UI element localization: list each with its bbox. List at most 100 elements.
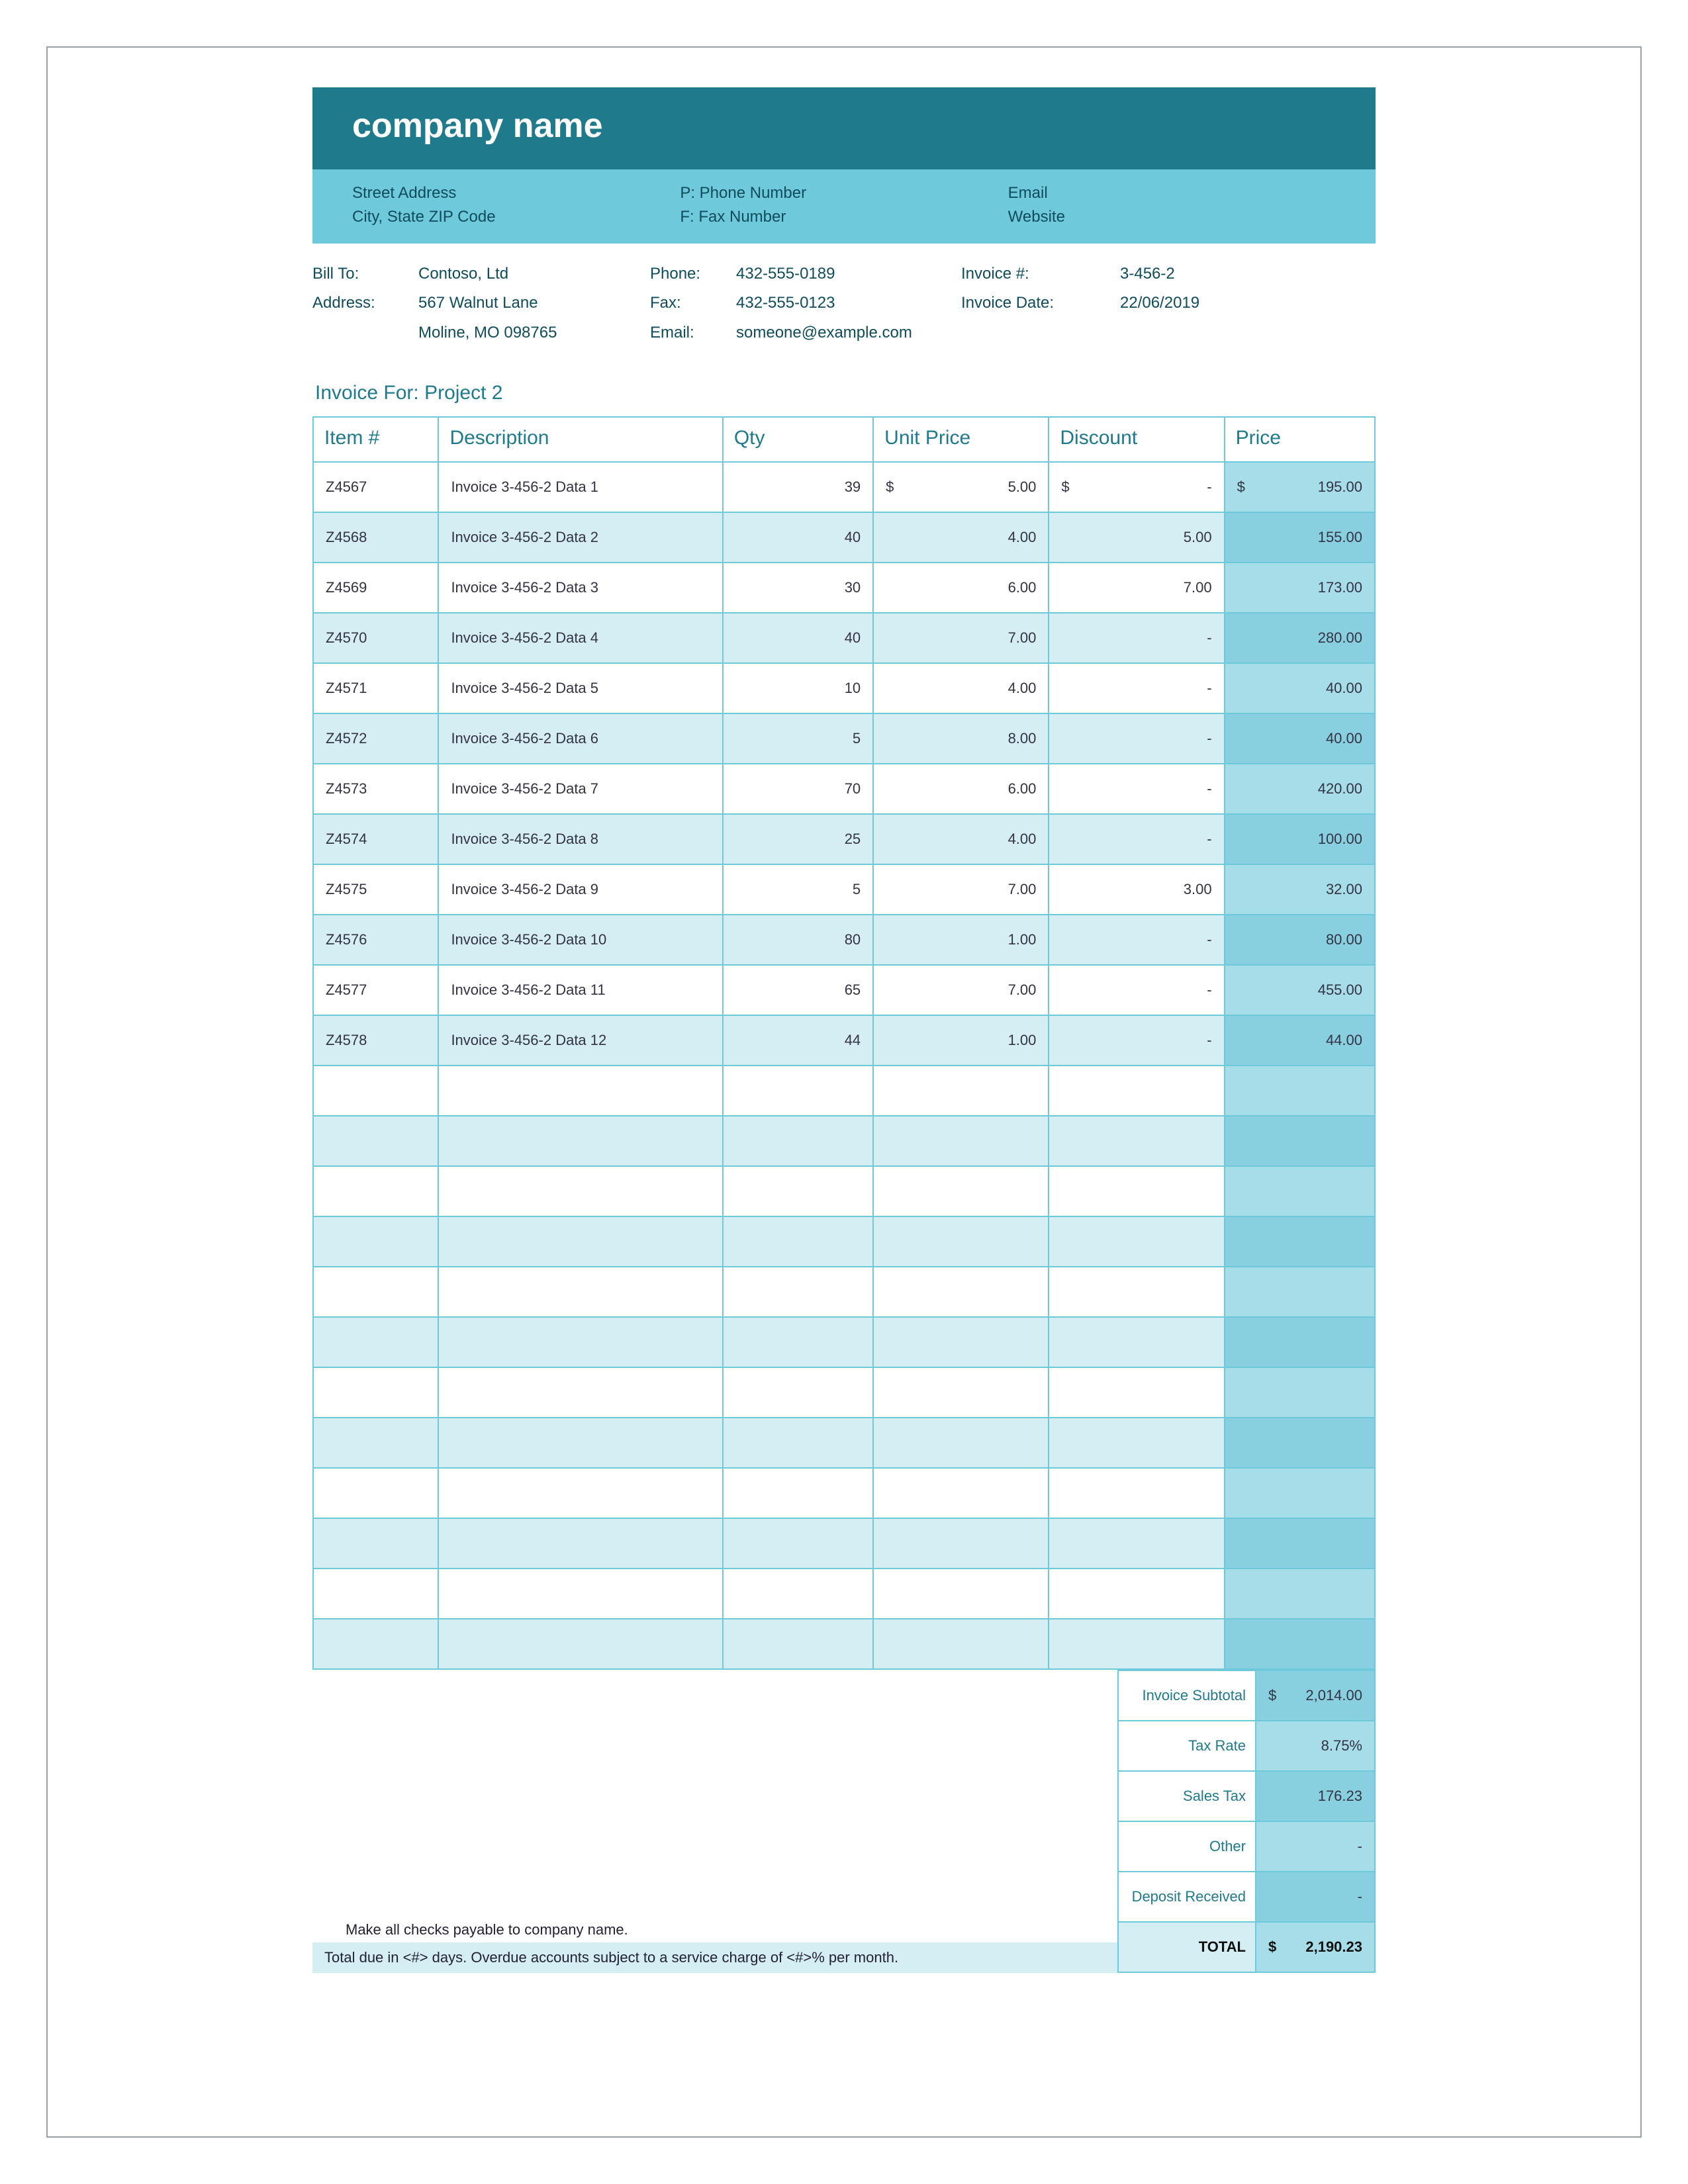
cell-description: Invoice 3-456-2 Data 12 — [438, 1015, 722, 1066]
cell-qty: 44 — [723, 1015, 873, 1066]
customer-addr1: 567 Walnut Lane — [418, 289, 650, 318]
table-row-empty — [313, 1569, 1375, 1619]
cell-item: Z4568 — [313, 512, 438, 563]
customer-email: someone@example.com — [736, 318, 961, 347]
summary-table: Invoice Subtotal $2,014.00 Tax Rate 8.75… — [1117, 1670, 1376, 1973]
taxrate-label: Tax Rate — [1118, 1721, 1256, 1771]
subtotal-label: Invoice Subtotal — [1118, 1670, 1256, 1721]
cell-unit-price: $5.00 — [873, 462, 1049, 512]
bill-to-block: Bill To: Contoso, Ltd Phone: 432-555-018… — [312, 244, 1376, 354]
cell-discount: $- — [1049, 462, 1224, 512]
invoice-date: 22/06/2019 — [1120, 289, 1376, 318]
customer-addr2: Moline, MO 098765 — [418, 318, 650, 347]
billto-label: Bill To: — [312, 259, 418, 289]
company-city-zip: City, State ZIP Code — [352, 205, 680, 229]
cell-discount: - — [1049, 915, 1224, 965]
cell-discount: - — [1049, 965, 1224, 1015]
footer-notes: Make all checks payable to company name.… — [312, 1921, 1117, 1973]
total-sym: $ — [1268, 1938, 1276, 1956]
salestax-value: 176.23 — [1318, 1788, 1362, 1804]
cell-description: Invoice 3-456-2 Data 4 — [438, 613, 722, 663]
cell-price: 44.00 — [1225, 1015, 1375, 1066]
cell-unit-price: 7.00 — [873, 613, 1049, 663]
invoice-for-value: Project 2 — [424, 382, 502, 404]
cell-unit-price: 4.00 — [873, 663, 1049, 713]
table-row: Z4571Invoice 3-456-2 Data 5104.00-40.00 — [313, 663, 1375, 713]
customer-name: Contoso, Ltd — [418, 259, 650, 289]
other-label: Other — [1118, 1821, 1256, 1872]
cell-price: 100.00 — [1225, 814, 1375, 864]
company-phone: P: Phone Number — [680, 181, 1008, 205]
total-label: TOTAL — [1118, 1922, 1256, 1972]
table-row-empty — [313, 1619, 1375, 1669]
col-discount: Discount — [1049, 417, 1224, 462]
company-email: Email — [1008, 181, 1336, 205]
cell-qty: 30 — [723, 563, 873, 613]
cell-item: Z4576 — [313, 915, 438, 965]
invoice-for-label: Invoice For: — [315, 382, 419, 404]
cell-qty: 5 — [723, 713, 873, 764]
cell-unit-price: 1.00 — [873, 1015, 1049, 1066]
cell-item: Z4574 — [313, 814, 438, 864]
cell-discount: - — [1049, 713, 1224, 764]
col-price: Price — [1225, 417, 1375, 462]
table-row: Z4573Invoice 3-456-2 Data 7706.00-420.00 — [313, 764, 1375, 814]
cell-item: Z4571 — [313, 663, 438, 713]
cell-price: 80.00 — [1225, 915, 1375, 965]
table-row-empty — [313, 1418, 1375, 1468]
cell-price: 155.00 — [1225, 512, 1375, 563]
table-row-empty — [313, 1216, 1375, 1267]
table-row: Z4570Invoice 3-456-2 Data 4407.00-280.00 — [313, 613, 1375, 663]
table-row: Z4567Invoice 3-456-2 Data 139$5.00$-$195… — [313, 462, 1375, 512]
cell-unit-price: 1.00 — [873, 915, 1049, 965]
cell-description: Invoice 3-456-2 Data 8 — [438, 814, 722, 864]
cell-item: Z4567 — [313, 462, 438, 512]
table-row-empty — [313, 1116, 1375, 1166]
cell-qty: 10 — [723, 663, 873, 713]
cell-discount: - — [1049, 663, 1224, 713]
table-row: Z4568Invoice 3-456-2 Data 2404.005.00155… — [313, 512, 1375, 563]
cell-price: 40.00 — [1225, 713, 1375, 764]
cell-price: 280.00 — [1225, 613, 1375, 663]
customer-fax: 432-555-0123 — [736, 289, 961, 318]
cell-description: Invoice 3-456-2 Data 9 — [438, 864, 722, 915]
cell-unit-price: 7.00 — [873, 965, 1049, 1015]
cell-price: $195.00 — [1225, 462, 1375, 512]
col-description: Description — [438, 417, 722, 462]
col-qty: Qty — [723, 417, 873, 462]
cell-item: Z4578 — [313, 1015, 438, 1066]
cell-item: Z4573 — [313, 764, 438, 814]
table-row-empty — [313, 1317, 1375, 1367]
other-value: - — [1358, 1838, 1362, 1854]
cell-price: 173.00 — [1225, 563, 1375, 613]
cell-discount: 5.00 — [1049, 512, 1224, 563]
subtotal-value: 2,014.00 — [1305, 1687, 1362, 1704]
invoice-number-label: Invoice #: — [961, 259, 1120, 289]
table-header-row: Item # Description Qty Unit Price Discou… — [313, 417, 1375, 462]
deposit-value: - — [1358, 1888, 1362, 1905]
table-row: Z4574Invoice 3-456-2 Data 8254.00-100.00 — [313, 814, 1375, 864]
table-row-empty — [313, 1468, 1375, 1518]
deposit-label: Deposit Received — [1118, 1872, 1256, 1922]
cell-discount: - — [1049, 814, 1224, 864]
cell-qty: 80 — [723, 915, 873, 965]
invoice-number: 3-456-2 — [1120, 259, 1376, 289]
company-fax: F: Fax Number — [680, 205, 1008, 229]
footer-line-1: Make all checks payable to company name. — [312, 1921, 1117, 1942]
col-item: Item # — [313, 417, 438, 462]
salestax-label: Sales Tax — [1118, 1771, 1256, 1821]
cell-unit-price: 4.00 — [873, 814, 1049, 864]
cell-qty: 5 — [723, 864, 873, 915]
invoice-table: Item # Description Qty Unit Price Discou… — [312, 416, 1376, 1670]
company-street: Street Address — [352, 181, 680, 205]
table-row: Z4572Invoice 3-456-2 Data 658.00-40.00 — [313, 713, 1375, 764]
cell-qty: 39 — [723, 462, 873, 512]
table-row-empty — [313, 1267, 1375, 1317]
cell-unit-price: 6.00 — [873, 764, 1049, 814]
cell-item: Z4577 — [313, 965, 438, 1015]
company-website: Website — [1008, 205, 1336, 229]
table-row: Z4575Invoice 3-456-2 Data 957.003.0032.0… — [313, 864, 1375, 915]
cell-description: Invoice 3-456-2 Data 6 — [438, 713, 722, 764]
cell-item: Z4569 — [313, 563, 438, 613]
address-label: Address: — [312, 289, 418, 318]
